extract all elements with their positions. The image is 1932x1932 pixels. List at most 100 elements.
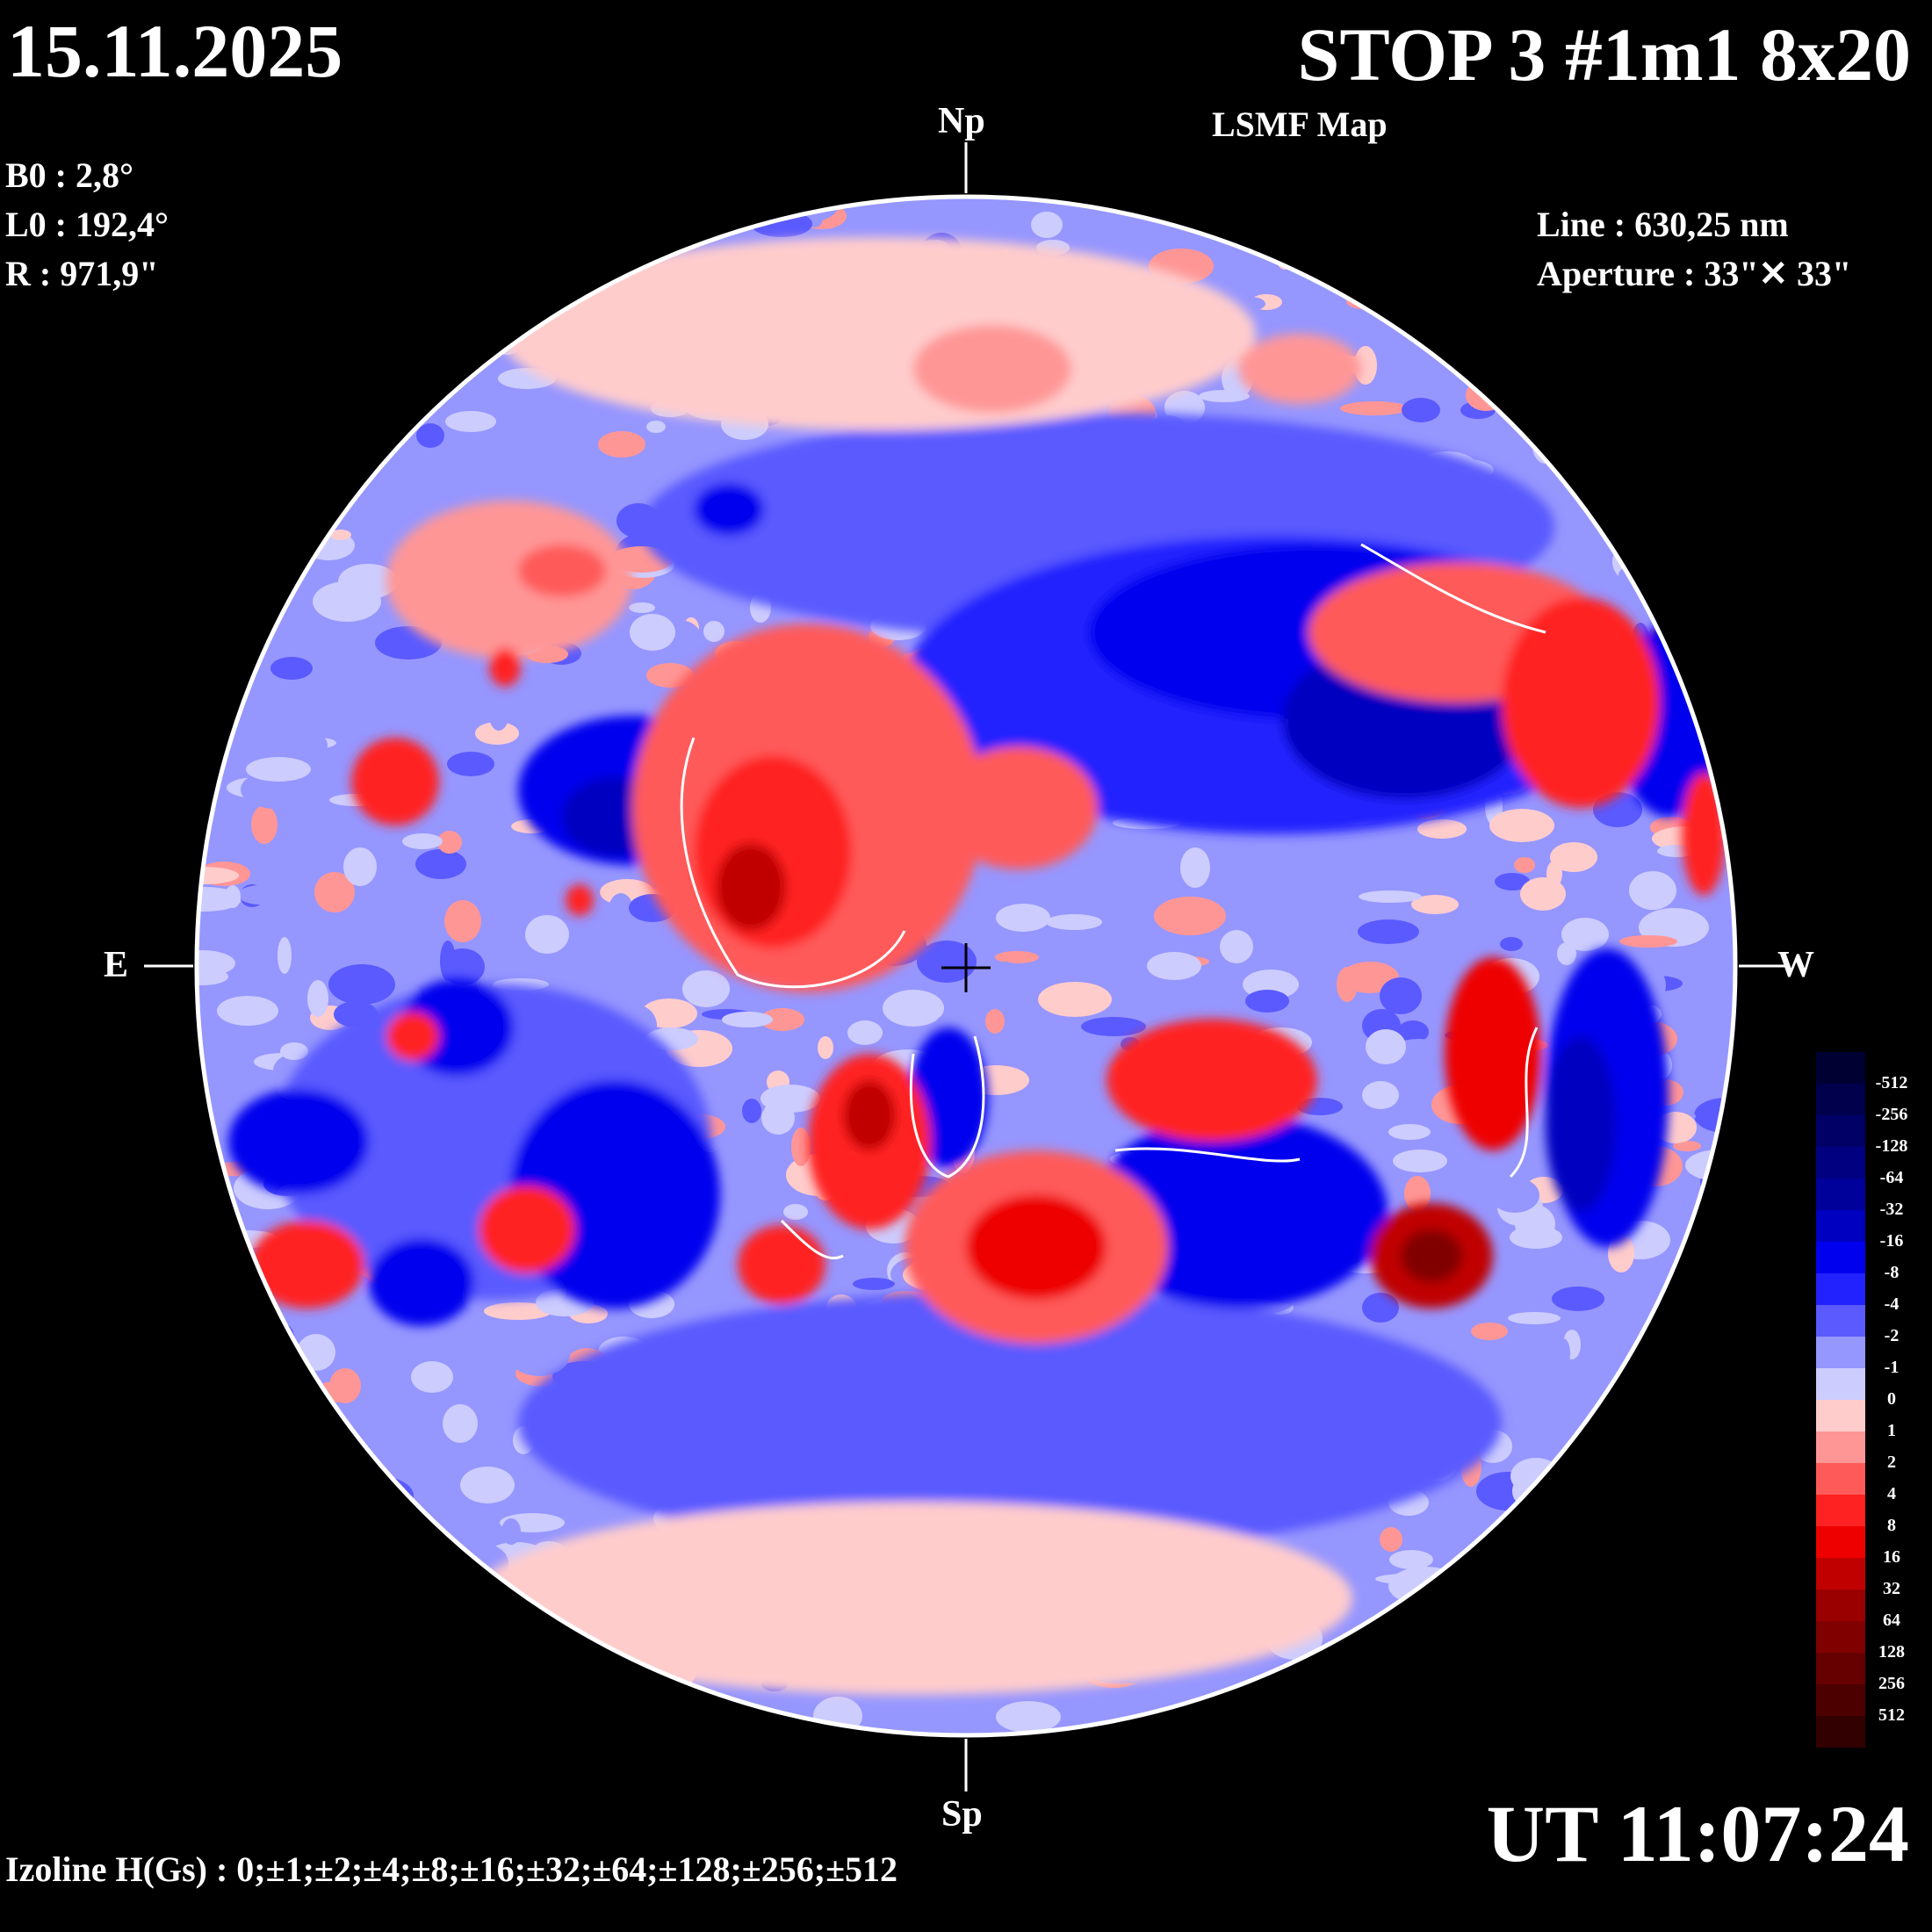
mottle-spot bbox=[818, 1036, 833, 1059]
zero-isolines bbox=[680, 543, 1546, 1260]
mottle-spot bbox=[561, 1699, 577, 1722]
mottle-spot bbox=[1441, 197, 1464, 227]
mottle-spot bbox=[1499, 1671, 1525, 1706]
mottle-spot bbox=[197, 227, 261, 239]
mottle-spot bbox=[1490, 1178, 1539, 1213]
mottle-spot bbox=[340, 1596, 359, 1624]
mottle-spot bbox=[1606, 1654, 1652, 1683]
mottle-spot bbox=[400, 1339, 434, 1352]
mottle-spot bbox=[1582, 462, 1649, 501]
mottle-spot bbox=[197, 1616, 267, 1658]
mottle-spot bbox=[1688, 263, 1725, 304]
mottle-spot bbox=[396, 1657, 419, 1690]
mottle-spot bbox=[1552, 1287, 1604, 1311]
mottle-spot bbox=[703, 621, 724, 642]
legend-swatch bbox=[1816, 1084, 1865, 1115]
mottle-spot bbox=[388, 319, 448, 340]
mottle-spot bbox=[447, 752, 494, 776]
mottle-spot bbox=[251, 805, 278, 844]
mottle-spot bbox=[1652, 1647, 1698, 1659]
param-b0: B0 : 2,8° bbox=[5, 155, 133, 195]
mottle-spot bbox=[568, 200, 584, 232]
mottle-spot bbox=[1593, 495, 1665, 532]
mottle-spot bbox=[629, 602, 655, 613]
mottle-spot bbox=[246, 757, 311, 782]
legend-label: 256 bbox=[1878, 1674, 1905, 1693]
mottle-spot bbox=[1402, 398, 1440, 422]
mottle-spot bbox=[247, 1542, 285, 1554]
mottle-spot bbox=[1301, 247, 1337, 264]
mottle-spot bbox=[1562, 330, 1578, 367]
legend-label: -64 bbox=[1879, 1168, 1904, 1187]
mottle-spot bbox=[639, 229, 666, 254]
mottle-spot bbox=[624, 199, 651, 215]
legend-swatch bbox=[1816, 1621, 1865, 1653]
south-pole-label: Sp bbox=[941, 1794, 983, 1835]
mottle-spot bbox=[242, 1606, 309, 1627]
mottle-spot bbox=[1180, 847, 1210, 888]
mottle-spot bbox=[225, 885, 241, 908]
mottle-spot bbox=[847, 1020, 883, 1045]
mottle-spot bbox=[268, 400, 322, 427]
legend-label: -32 bbox=[1879, 1200, 1904, 1219]
mottle-spot bbox=[238, 885, 282, 905]
mottle-spot bbox=[197, 887, 242, 912]
mottle-spot bbox=[703, 1706, 751, 1735]
mottle-spot bbox=[393, 334, 427, 374]
mottle-spot bbox=[1340, 401, 1409, 415]
mottle-spot bbox=[1352, 218, 1405, 230]
limb-outline bbox=[194, 194, 1738, 1738]
mottle-spot bbox=[1600, 197, 1674, 229]
west-label: W bbox=[1777, 945, 1814, 985]
mottle-spot bbox=[682, 970, 730, 1007]
mottle-spot bbox=[1380, 977, 1422, 1014]
mottle-spot bbox=[411, 1361, 453, 1393]
mottle-spot bbox=[311, 1633, 362, 1674]
mottle-spot bbox=[1273, 278, 1330, 299]
mottle-spot bbox=[883, 990, 944, 1027]
mottle-spot bbox=[1199, 390, 1250, 402]
magnetic-field-contours bbox=[197, 197, 1735, 1735]
mottle-spot bbox=[1417, 1699, 1487, 1715]
mottle-spot bbox=[1685, 584, 1717, 612]
mottle-spot bbox=[212, 197, 278, 211]
mottle-spot bbox=[343, 847, 377, 886]
legend-label: 1 bbox=[1887, 1421, 1896, 1440]
mottle-spot bbox=[1676, 1388, 1723, 1419]
mottle-spot bbox=[343, 1476, 414, 1515]
mottle-spot bbox=[469, 1579, 490, 1595]
mottle-spot bbox=[441, 948, 485, 985]
mottle-spot bbox=[1046, 914, 1102, 930]
mottle-spot bbox=[1719, 1409, 1735, 1422]
mottle-spot bbox=[300, 1563, 351, 1575]
mottle-spot bbox=[297, 1694, 350, 1724]
legend-swatch bbox=[1816, 1273, 1865, 1305]
mottle-spot bbox=[624, 205, 639, 224]
mottle-spot bbox=[469, 263, 499, 293]
mottle-spot bbox=[298, 732, 328, 759]
mottle-spot bbox=[332, 1719, 400, 1730]
mottle-spot bbox=[235, 353, 274, 388]
mottle-spot bbox=[1437, 1633, 1472, 1657]
mottle-spot bbox=[1038, 982, 1112, 1017]
legend-swatch bbox=[1816, 1684, 1865, 1716]
mottle-spot bbox=[1628, 1706, 1644, 1735]
mottle-spot bbox=[1088, 827, 1130, 862]
mottle-spot bbox=[197, 1369, 239, 1401]
mottle-spot bbox=[426, 1641, 440, 1682]
legend-label: -256 bbox=[1875, 1105, 1908, 1124]
mottle-spot bbox=[1619, 935, 1677, 948]
mottle-spot bbox=[1386, 205, 1416, 231]
mottle-spot bbox=[197, 968, 228, 985]
mottle-spot bbox=[320, 1721, 346, 1735]
mottle-spot bbox=[226, 1347, 280, 1366]
mottle-spot bbox=[270, 657, 313, 680]
mottle-spot bbox=[1474, 842, 1533, 863]
mottle-spot bbox=[1626, 1519, 1668, 1532]
mottle-spot bbox=[977, 962, 1027, 990]
mottle-spot bbox=[646, 421, 666, 433]
mottle-spot bbox=[1394, 1714, 1448, 1728]
mottle-spot bbox=[332, 1519, 393, 1540]
mottle-spot bbox=[1164, 197, 1193, 219]
legend-swatch bbox=[1816, 1368, 1865, 1400]
